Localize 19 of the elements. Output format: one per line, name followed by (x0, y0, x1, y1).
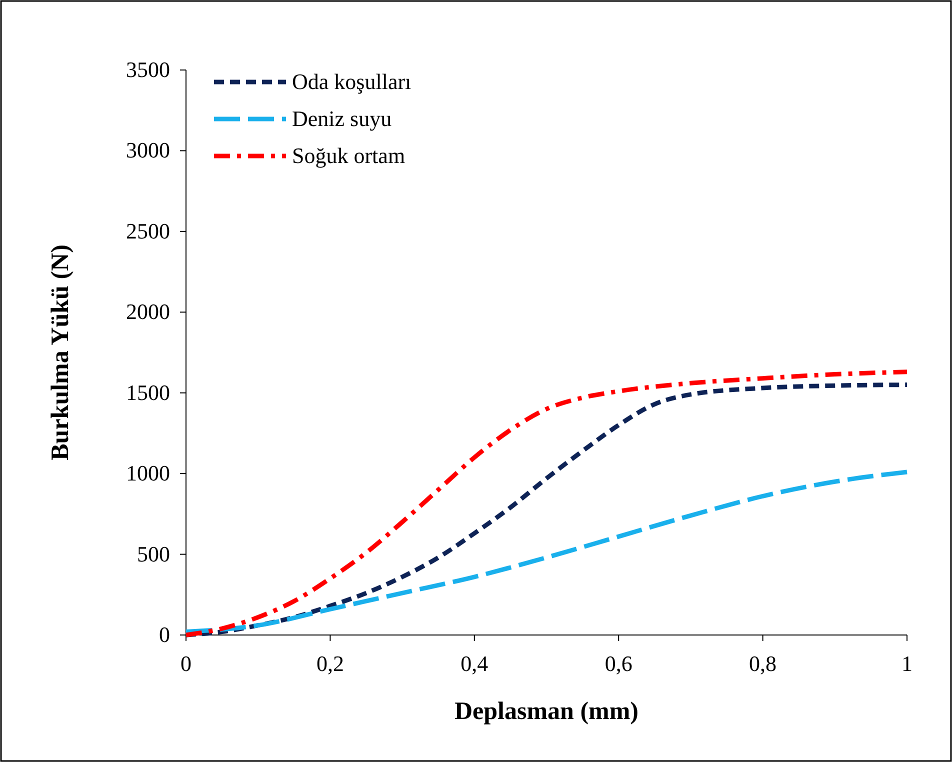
x-tick-label: 0 (180, 651, 192, 676)
y-tick-label: 3000 (126, 138, 170, 163)
y-tick-label: 1500 (126, 380, 170, 405)
y-tick-label: 3500 (126, 57, 170, 82)
y-axis-title: Burkulma Yükü (N) (47, 244, 74, 460)
y-tick-label: 2000 (126, 299, 170, 324)
legend-label: Oda koşulları (292, 69, 412, 94)
y-tick-label: 2500 (126, 218, 170, 244)
y-tick-label: 0 (159, 622, 170, 647)
y-tick-label: 1000 (126, 460, 170, 486)
x-tick-label: 0,8 (749, 651, 777, 676)
legend-label: Deniz suyu (292, 106, 392, 131)
x-tick-label: 0,6 (604, 651, 632, 676)
y-tick-label: 500 (137, 541, 170, 566)
x-axis-title: Deplasman (mm) (454, 698, 639, 725)
legend-label: Soğuk ortam (292, 143, 406, 168)
x-tick-label: 1 (902, 651, 912, 676)
x-tick-label: 0,2 (316, 651, 344, 676)
x-tick-label: 0,4 (460, 651, 488, 676)
